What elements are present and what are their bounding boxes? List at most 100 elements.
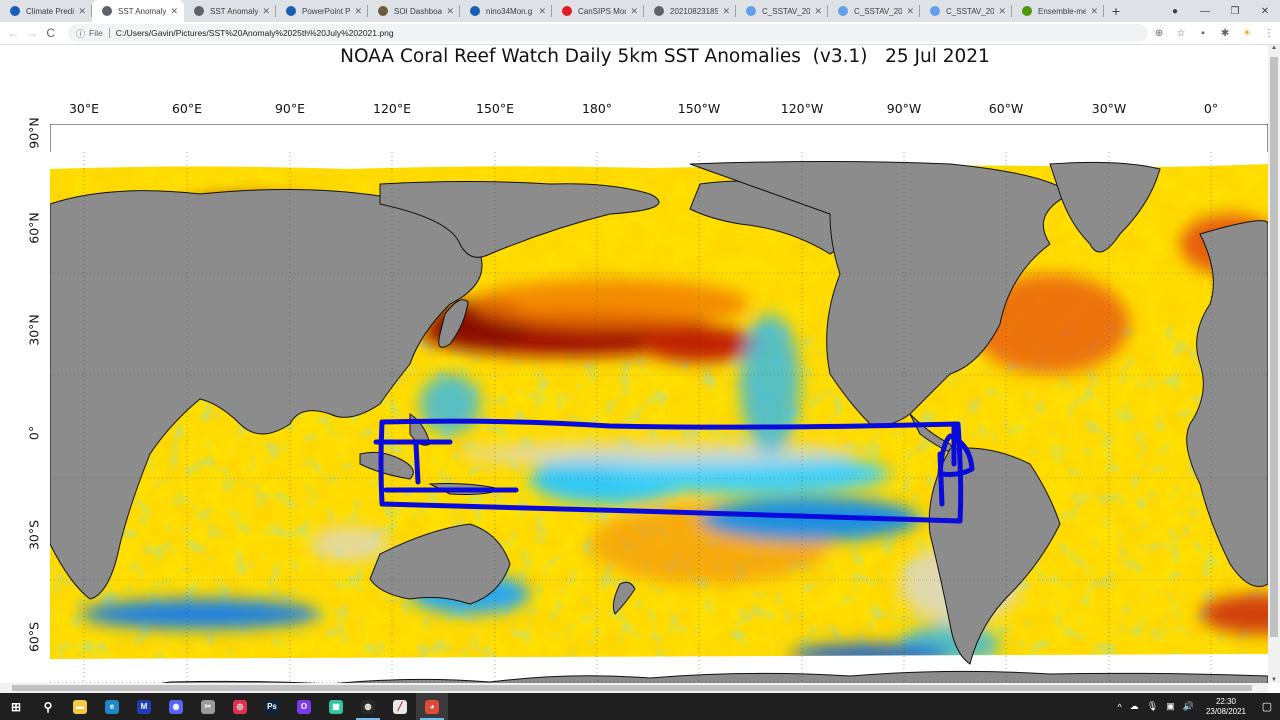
- onedrive-icon[interactable]: ☁: [1129, 701, 1139, 711]
- jma-icon: [838, 6, 848, 16]
- tab-close-icon[interactable]: ✕: [78, 5, 86, 16]
- tab-label: C_SSTAV_202: [946, 6, 995, 16]
- vertical-scroll-thumb[interactable]: [1270, 57, 1278, 637]
- tab-close-icon[interactable]: ✕: [170, 5, 178, 16]
- tab-close-icon[interactable]: ✕: [906, 5, 914, 16]
- globe-icon: [654, 6, 664, 16]
- sun-extension-icon[interactable]: ☀: [1242, 27, 1252, 39]
- y-tick-label: 90°N: [26, 117, 42, 149]
- chrome-taskbar-button[interactable]: ◕: [416, 693, 448, 720]
- snip-tool-taskbar-button[interactable]: ✂: [192, 693, 224, 720]
- browser-tab[interactable]: C_SSTAV_202 ✕: [736, 0, 828, 22]
- browser-tab[interactable]: C_SSTAV_202 ✕: [828, 0, 920, 22]
- tab-close-icon[interactable]: ✕: [1090, 5, 1098, 16]
- tab-bar: Climate Predi ✕ SST Anomaly ✕ SST Anomaly ✕ Po…: [0, 0, 1280, 22]
- browser-tab[interactable]: 20210823185 ✕: [644, 0, 736, 22]
- extensions-puzzle-icon[interactable]: ✱: [1220, 27, 1230, 39]
- x-tick-label: 90°W: [886, 101, 922, 116]
- browser-tab[interactable]: nino34Mon.g ✕: [460, 0, 552, 22]
- microphone-icon[interactable]: 🎙: [1146, 701, 1159, 711]
- creative-cloud-taskbar-button[interactable]: ◎: [224, 693, 256, 720]
- browser-tab[interactable]: SST Anomaly ✕: [92, 0, 184, 22]
- tab-close-icon[interactable]: ✕: [722, 5, 730, 16]
- malwarebytes-taskbar-button[interactable]: M: [128, 693, 160, 720]
- x-tick-label: 90°E: [274, 101, 306, 116]
- obs-studio-taskbar-button[interactable]: ◍: [352, 693, 384, 720]
- scroll-up-arrow-icon[interactable]: ▲: [1271, 45, 1277, 51]
- tab-close-icon[interactable]: ✕: [998, 5, 1006, 16]
- tab-label: Ensemble-me: [1038, 6, 1087, 16]
- browser-tab[interactable]: CanSIPS Mod ✕: [552, 0, 644, 22]
- extension-icon[interactable]: ▪: [1201, 27, 1205, 39]
- tab-label: PowerPoint Pr: [302, 6, 351, 16]
- back-button[interactable]: ←: [7, 26, 20, 40]
- info-icon[interactable]: ⓘ: [76, 28, 86, 39]
- file-explorer-taskbar-button[interactable]: ▬: [64, 693, 96, 720]
- tab-close-icon[interactable]: ✕: [354, 5, 362, 16]
- horizontal-scroll-thumb[interactable]: [12, 685, 1252, 691]
- zoom-icon[interactable]: ⊕: [1154, 27, 1164, 39]
- tab-close-icon[interactable]: ✕: [630, 5, 638, 16]
- tab-close-icon[interactable]: ✕: [538, 5, 546, 16]
- notification-center-icon[interactable]: ▢: [1261, 701, 1273, 713]
- globe-icon: [194, 6, 204, 16]
- photoshop-taskbar-button[interactable]: Ps: [256, 693, 288, 720]
- jma-icon: [930, 6, 940, 16]
- search-button-taskbar-button[interactable]: ⚲: [32, 693, 64, 720]
- toolbar-icons: ⊕ ☆ ▪ ✱ ☀ ⋮: [1148, 28, 1280, 39]
- scroll-down-arrow-icon[interactable]: ▼: [1271, 677, 1277, 683]
- photoshop-icon: Ps: [265, 699, 279, 714]
- bookmark-star-icon[interactable]: ☆: [1176, 27, 1186, 39]
- y-tick-label: 60°S: [26, 621, 42, 653]
- browser-tab[interactable]: Climate Predi ✕: [0, 0, 92, 22]
- noaa-icon: [470, 6, 480, 16]
- globe-icon: [102, 6, 112, 16]
- tab-label: C_SSTAV_202: [762, 6, 811, 16]
- creative-cloud-icon: ◎: [233, 699, 247, 714]
- start-button-taskbar-button[interactable]: ⊞: [0, 693, 32, 720]
- tab-separator: [91, 5, 92, 17]
- jma-icon: [746, 6, 756, 16]
- new-tab-button[interactable]: +: [1111, 3, 1121, 19]
- tray-chevron-icon[interactable]: ^: [1117, 701, 1122, 712]
- profile-icon[interactable]: ●: [1171, 5, 1179, 17]
- address-bar[interactable]: ⓘ File C:/Users/Gavin/Pictures/SST%20Ano…: [68, 24, 1149, 42]
- windows-taskbar: ⊞ ⚲ ▬ e M ◉ ✂ ◎ Ps O ▣ ◍ ╱ ◕ ^ ☁ 🎙 ▣ 🔊 22:30 23/08/20…: [0, 693, 1280, 720]
- paint-app-taskbar-button[interactable]: ╱: [384, 693, 416, 720]
- edge-browser-taskbar-button[interactable]: e: [96, 693, 128, 720]
- obs-studio-icon: ◍: [361, 699, 375, 714]
- ensemble-icon: [1022, 6, 1032, 16]
- forward-button[interactable]: →: [26, 26, 38, 40]
- app-purple-taskbar-button[interactable]: O: [288, 693, 320, 720]
- browser-tab[interactable]: C_SSTAV_202 ✕: [920, 0, 1012, 22]
- horizontal-scrollbar[interactable]: [0, 683, 1268, 693]
- network-icon[interactable]: ▣: [1166, 701, 1175, 711]
- close-window-button[interactable]: ✕: [1260, 5, 1270, 17]
- browser-tab[interactable]: Ensemble-me ✕: [1012, 0, 1104, 22]
- menu-kebab-icon[interactable]: ⋮: [1264, 27, 1275, 39]
- nino-region-annotation: [373, 418, 975, 524]
- noaa-icon: [10, 6, 20, 16]
- scheme-label: File: [89, 28, 110, 38]
- reload-button[interactable]: C: [46, 26, 56, 40]
- browser-tab[interactable]: PowerPoint Pr ✕: [276, 0, 368, 22]
- paint-app-icon: ╱: [393, 699, 407, 714]
- canada-flag-icon: [562, 6, 572, 16]
- restore-button[interactable]: ❐: [1230, 5, 1240, 17]
- minimize-button[interactable]: —: [1200, 5, 1210, 17]
- clock[interactable]: 22:30 23/08/2021: [1206, 697, 1246, 717]
- streamlabs-taskbar-button[interactable]: ▣: [320, 693, 352, 720]
- tab-close-icon[interactable]: ✕: [814, 5, 822, 16]
- browser-tab[interactable]: SST Anomaly ✕: [184, 0, 276, 22]
- url-text[interactable]: C:/Users/Gavin/Pictures/SST%20Anomaly%20…: [115, 28, 394, 38]
- malwarebytes-icon: M: [137, 699, 151, 714]
- tab-close-icon[interactable]: ✕: [262, 5, 270, 16]
- browser-tab[interactable]: SOI Dashboar ✕: [368, 0, 460, 22]
- tab-close-icon[interactable]: ✕: [446, 5, 454, 16]
- volume-icon[interactable]: 🔊: [1182, 701, 1194, 711]
- discord-taskbar-button[interactable]: ◉: [160, 693, 192, 720]
- discord-icon: ◉: [169, 699, 183, 714]
- vertical-scrollbar[interactable]: ▲ ▼: [1268, 45, 1280, 683]
- streamlabs-icon: ▣: [329, 699, 343, 714]
- x-tick-label: 150°E: [475, 101, 515, 116]
